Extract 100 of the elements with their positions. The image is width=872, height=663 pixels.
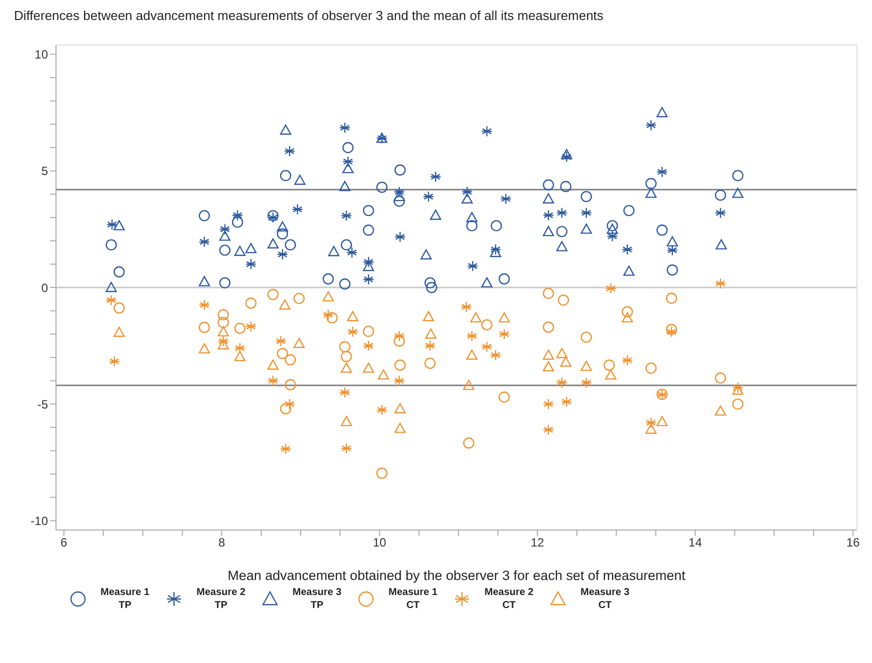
point: [376, 404, 388, 416]
point: [245, 320, 257, 332]
point: [218, 309, 229, 320]
point: [219, 224, 230, 235]
point: [425, 328, 436, 339]
point: [284, 239, 296, 250]
point: [339, 180, 350, 192]
point: [490, 220, 502, 232]
point: [394, 375, 405, 386]
point: [622, 354, 633, 366]
point: [542, 322, 554, 333]
point: [580, 224, 592, 234]
point: [342, 162, 354, 174]
x-tick-label: 10: [372, 536, 387, 550]
point: [378, 369, 390, 380]
point: [339, 122, 350, 134]
point: [645, 424, 657, 434]
point: [580, 190, 592, 202]
point: [394, 403, 406, 414]
legend-label: Measure 2 CT: [484, 586, 534, 612]
point: [580, 332, 592, 343]
point: [560, 356, 572, 367]
point: [280, 403, 292, 414]
point: [420, 249, 432, 260]
point: [542, 210, 554, 221]
point: [322, 309, 334, 320]
point: [424, 358, 436, 369]
point: [198, 322, 210, 333]
chart-title: Differences between advancement measurements of observer 3 and the mean of all its measurements: [13, 8, 604, 25]
point: [198, 276, 210, 286]
point: [604, 360, 615, 371]
point: [276, 248, 288, 260]
point: [490, 246, 502, 258]
point: [498, 391, 510, 403]
point: [580, 377, 592, 388]
point: [490, 244, 502, 256]
legend-label: Measure 1 CT: [388, 586, 438, 612]
point: [556, 207, 568, 218]
y-tick-label: -10: [30, 514, 48, 528]
point: [656, 166, 668, 178]
point: [394, 231, 406, 242]
point: [542, 350, 554, 360]
y-tick-label: 10: [34, 48, 48, 62]
point: [481, 341, 492, 352]
point: [466, 212, 478, 222]
point: [394, 196, 405, 207]
point: [362, 224, 374, 236]
point: [340, 416, 352, 426]
point: [666, 326, 678, 338]
point: [466, 220, 478, 232]
point: [362, 204, 374, 216]
point: [666, 236, 678, 246]
point: [426, 282, 438, 294]
point: [234, 342, 246, 354]
point: [280, 170, 292, 182]
point: [606, 224, 618, 234]
point: [560, 180, 572, 192]
point: [245, 242, 257, 254]
point: [198, 210, 210, 222]
point: [645, 178, 657, 190]
point: [232, 216, 244, 228]
point: [666, 292, 678, 304]
point: [340, 362, 352, 373]
point: [656, 107, 668, 118]
point: [340, 239, 352, 250]
point: [245, 298, 257, 309]
point: [623, 266, 635, 276]
point: [481, 277, 492, 288]
point: [606, 230, 618, 242]
point: [460, 301, 472, 312]
legend-label: Measure 3 CT: [580, 586, 630, 612]
point: [394, 186, 405, 198]
point: [340, 442, 352, 454]
y-tick-label: -5: [37, 397, 48, 412]
point: [293, 338, 305, 348]
point: [424, 277, 436, 288]
point: [232, 210, 244, 221]
point: [114, 326, 125, 337]
y-tick-label: 0: [41, 280, 48, 295]
x-tick-label: 12: [530, 536, 544, 550]
point: [714, 207, 726, 218]
point: [542, 398, 554, 410]
point: [106, 239, 117, 250]
point: [666, 244, 678, 256]
point: [234, 350, 246, 362]
point: [362, 362, 374, 373]
point: [322, 291, 334, 302]
point: [267, 288, 279, 300]
point: [498, 312, 510, 322]
point: [430, 171, 442, 182]
point: [198, 299, 210, 311]
point: [106, 218, 118, 230]
point: [623, 204, 635, 216]
point: [347, 311, 358, 322]
point: [339, 386, 350, 398]
legend-label: Measure 1 TP: [100, 586, 150, 612]
point: [666, 324, 678, 336]
point: [422, 190, 434, 202]
point: [500, 193, 512, 204]
point: [498, 328, 510, 340]
